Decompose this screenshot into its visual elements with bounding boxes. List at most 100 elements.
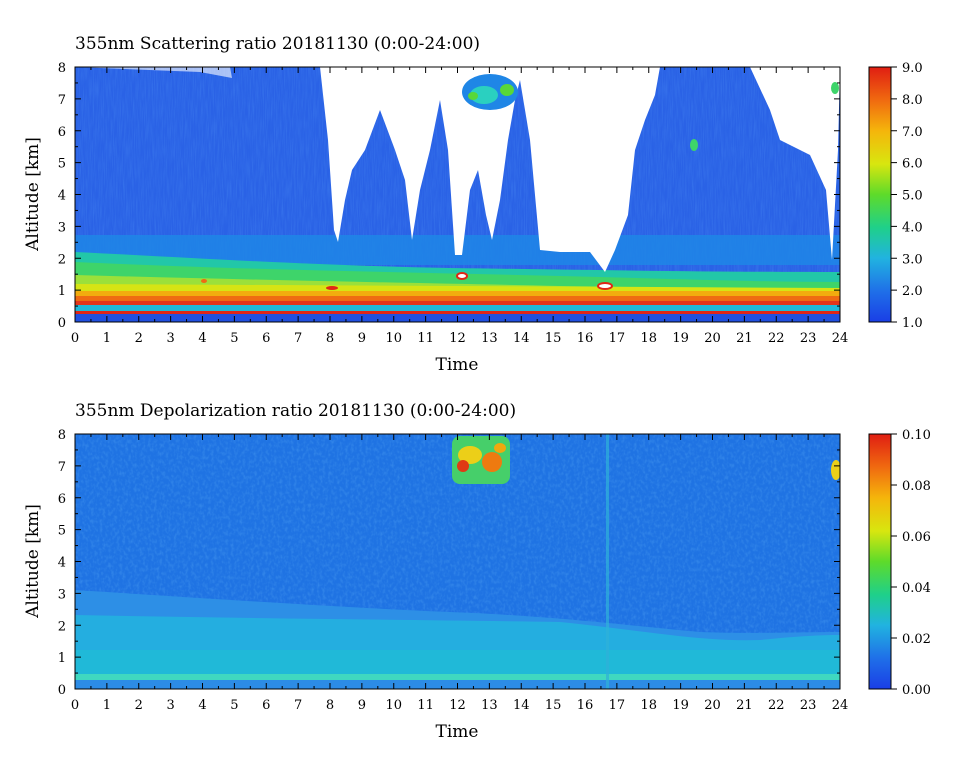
x-tick-label: 14 <box>513 698 530 713</box>
x-tick-label: 7 <box>294 698 302 713</box>
axes: 0 1 2 3 4 5 6 7 8 9 10 11 12 13 14 15 16 17 18 19 20 21 22 23 24… <box>58 428 849 713</box>
x-tick-label: 23 <box>800 331 817 346</box>
x-tick-label: 17 <box>609 698 626 713</box>
y-axis-label: Altitude [km] <box>23 504 43 619</box>
x-tick-label: 21 <box>736 331 753 346</box>
colorbar: 0.00 0.02 0.04 0.06 0.08 0.10 <box>868 428 931 698</box>
x-tick-label: 6 <box>262 331 270 346</box>
x-axis-label: Time <box>436 722 479 742</box>
x-tick-label: 14 <box>513 331 530 346</box>
colorbar-tick-label: 7.0 <box>902 125 923 140</box>
x-tick-label: 7 <box>294 331 302 346</box>
no-data-region <box>750 67 840 260</box>
x-tick-label: 3 <box>166 331 174 346</box>
x-tick-label: 17 <box>609 331 626 346</box>
cirrus-cloud <box>462 74 518 110</box>
no-data-region <box>320 67 660 272</box>
y-tick-label: 6 <box>58 492 66 507</box>
x-tick-label: 18 <box>640 698 657 713</box>
y-tick-label: 3 <box>58 587 66 602</box>
x-tick-label: 1 <box>103 698 111 713</box>
x-tick-label: 9 <box>358 331 366 346</box>
x-tick-label: 22 <box>768 698 785 713</box>
y-tick-label: 2 <box>58 252 66 267</box>
x-tick-label: 1 <box>103 331 111 346</box>
colorbar-tick-label: 8.0 <box>902 93 923 108</box>
y-tick-label: 3 <box>58 220 66 235</box>
colorbar-tick-label: 9.0 <box>902 61 923 76</box>
x-tick-label: 2 <box>135 698 143 713</box>
x-tick-label: 12 <box>449 698 466 713</box>
y-tick-label: 1 <box>58 284 66 299</box>
x-tick-label: 5 <box>230 331 238 346</box>
x-tick-label: 16 <box>577 698 594 713</box>
y-tick-label: 8 <box>58 61 66 76</box>
y-tick-label: 0 <box>58 316 66 331</box>
chart-title: 355nm Scattering ratio 20181130 (0:00-24… <box>75 34 480 54</box>
scattering-heatmap <box>75 67 840 322</box>
x-tick-label: 0 <box>71 698 79 713</box>
y-tick-label: 0 <box>58 683 66 698</box>
colorbar-tick-label: 0.06 <box>902 530 931 545</box>
cirrus-cloud <box>452 436 510 484</box>
y-axis-label: Altitude [km] <box>23 137 43 252</box>
chart-title: 355nm Depolarization ratio 20181130 (0:0… <box>75 401 516 421</box>
colorbar-tick-label: 4.0 <box>902 220 923 235</box>
x-tick-label: 11 <box>417 698 434 713</box>
x-tick-label: 4 <box>198 698 206 713</box>
colorbar-tick-label: 0.08 <box>902 479 931 494</box>
x-tick-label: 0 <box>71 331 79 346</box>
x-tick-label: 12 <box>449 331 466 346</box>
y-tick-label: 1 <box>58 651 66 666</box>
depolarization-heatmap <box>75 434 840 689</box>
colorbar-tick-label: 0.02 <box>902 632 931 647</box>
colorbar-tick-label: 3.0 <box>902 252 923 267</box>
x-tick-label: 13 <box>481 331 498 346</box>
x-tick-label: 20 <box>704 331 721 346</box>
x-axis-label: Time <box>436 355 479 375</box>
axes: 0 1 2 3 4 5 6 7 8 9 10 11 12 13 14 15 16 17 18 19 20 21 22 23 24… <box>58 61 849 346</box>
x-tick-label: 9 <box>358 698 366 713</box>
y-tick-label: 8 <box>58 428 66 443</box>
y-tick-label: 4 <box>58 189 66 204</box>
x-tick-label: 24 <box>832 698 849 713</box>
x-tick-label: 20 <box>704 698 721 713</box>
x-tick-label: 3 <box>166 698 174 713</box>
colorbar-tick-label: 1.0 <box>902 316 923 331</box>
colorbar-tick-label: 6.0 <box>902 157 923 172</box>
y-tick-label: 4 <box>58 556 66 571</box>
x-tick-label: 15 <box>545 698 562 713</box>
x-tick-label: 18 <box>640 331 657 346</box>
x-tick-label: 2 <box>135 331 143 346</box>
x-tick-label: 10 <box>385 698 402 713</box>
x-tick-label: 4 <box>198 331 206 346</box>
colorbar-tick-label: 0.00 <box>902 683 931 698</box>
x-tick-label: 13 <box>481 698 498 713</box>
x-tick-label: 8 <box>326 331 334 346</box>
scattering-ratio-panel: 355nm Scattering ratio 20181130 (0:00-24… <box>23 34 923 375</box>
colorbar-tick-label: 0.04 <box>902 581 931 596</box>
x-tick-label: 19 <box>672 331 689 346</box>
x-tick-label: 15 <box>545 331 562 346</box>
y-tick-label: 2 <box>58 619 66 634</box>
colorbar-tick-label: 5.0 <box>902 189 923 204</box>
y-tick-label: 7 <box>58 460 66 475</box>
colorbar-tick-label: 0.10 <box>902 428 931 443</box>
colorbar-tick-label: 2.0 <box>902 284 923 299</box>
x-tick-label: 11 <box>417 331 434 346</box>
x-tick-label: 24 <box>832 331 849 346</box>
y-tick-label: 5 <box>58 157 66 172</box>
depolarization-ratio-panel: 355nm Depolarization ratio 20181130 (0:0… <box>23 401 931 742</box>
x-tick-label: 6 <box>262 698 270 713</box>
y-tick-label: 5 <box>58 524 66 539</box>
x-tick-label: 22 <box>768 331 785 346</box>
x-tick-label: 23 <box>800 698 817 713</box>
x-tick-label: 5 <box>230 698 238 713</box>
y-tick-label: 7 <box>58 93 66 108</box>
x-tick-label: 8 <box>326 698 334 713</box>
x-tick-label: 16 <box>577 331 594 346</box>
x-tick-label: 10 <box>385 331 402 346</box>
x-tick-label: 19 <box>672 698 689 713</box>
y-tick-label: 6 <box>58 125 66 140</box>
